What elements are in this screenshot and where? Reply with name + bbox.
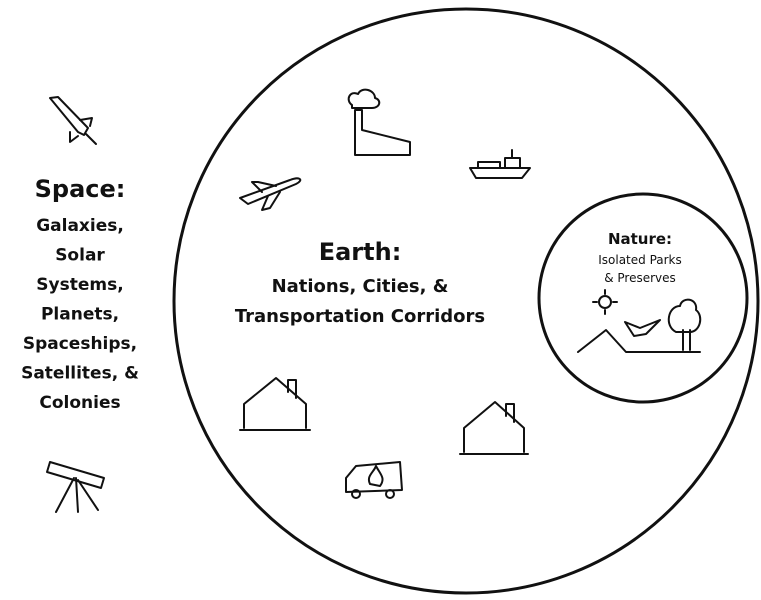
nature-circle: [537, 192, 749, 404]
space-line: Spaceships,: [23, 334, 137, 354]
earth-circle: [172, 7, 760, 595]
earth-title: Earth:: [319, 238, 402, 266]
plane-icon: [239, 177, 302, 211]
space-title: Space:: [35, 175, 126, 203]
space-line: Satellites, &: [21, 364, 139, 384]
nature-line: Isolated Parks: [598, 253, 682, 267]
rocket-icon: [49, 96, 97, 145]
space-list: Galaxies, Solar Systems, Planets, Spaceships…: [21, 216, 139, 413]
nature-title: Nature:: [608, 230, 672, 248]
van-icon: [345, 461, 403, 499]
earth-line: Transportation Corridors: [235, 306, 485, 327]
house-icon: [239, 377, 311, 431]
space-line: Galaxies,: [36, 216, 124, 236]
nature-line: & Preserves: [604, 271, 676, 285]
space-line: Colonies: [39, 393, 120, 413]
earth-line: Nations, Cities, &: [272, 276, 449, 297]
space-line: Planets,: [41, 305, 119, 325]
factory-icon: [347, 88, 411, 156]
ship-icon: [469, 149, 531, 179]
space-line: Systems,: [36, 275, 123, 295]
space-line: Solar: [55, 246, 105, 266]
telescope-icon: [46, 461, 105, 513]
house-icon: [459, 401, 529, 455]
nature-icons: [577, 289, 702, 353]
